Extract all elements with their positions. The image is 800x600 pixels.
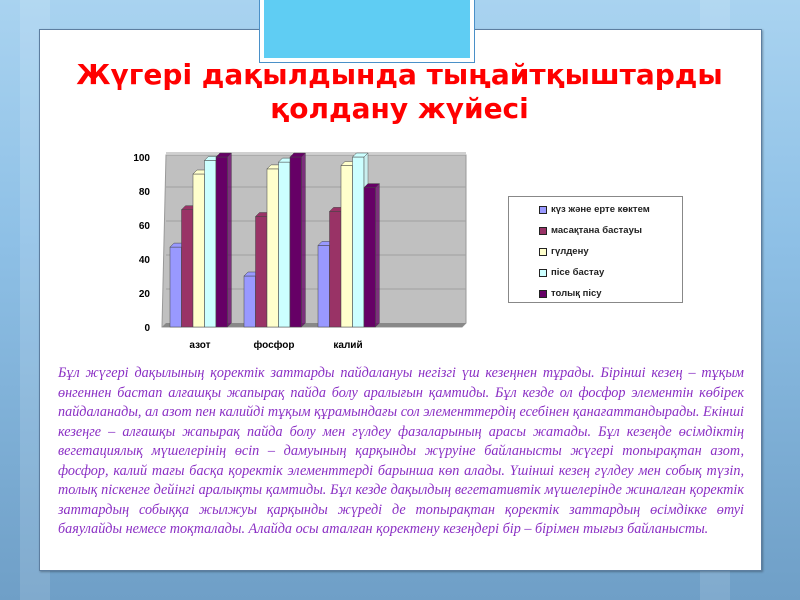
legend-label: пісе бастау	[551, 267, 605, 278]
bar	[204, 160, 217, 328]
legend-label: гүлдену	[551, 246, 589, 257]
bar-side	[301, 152, 306, 328]
bar	[317, 245, 330, 328]
bar	[363, 187, 376, 328]
bar	[169, 246, 182, 328]
legend-item: масақтана бастауы	[539, 225, 642, 236]
bar	[329, 211, 342, 328]
bar	[255, 216, 268, 328]
bar	[289, 156, 302, 328]
bar-side	[375, 182, 380, 328]
legend-item: күз және ерте көктем	[539, 204, 650, 215]
plot-floor	[162, 323, 466, 327]
bar	[181, 209, 194, 328]
bar	[243, 275, 256, 328]
y-tick-label: 100	[133, 153, 150, 164]
bar	[266, 168, 279, 328]
legend-swatch	[539, 226, 547, 235]
x-tick-label: азот	[189, 340, 210, 351]
bar	[352, 156, 365, 328]
bar	[278, 161, 291, 328]
bar-side	[227, 152, 232, 328]
legend-label: күз және ерте көктем	[551, 204, 650, 215]
legend-item: пісе бастау	[539, 267, 604, 278]
legend-swatch	[539, 268, 547, 277]
legend-item: толық пісу	[539, 288, 602, 299]
y-tick-label: 40	[139, 255, 151, 266]
legend-swatch	[539, 289, 547, 298]
x-tick-label: калий	[333, 340, 362, 351]
accent-rectangle	[259, 0, 475, 63]
bar-chart: 0 20 40 60 80 100 азот фосфор калий	[133, 152, 467, 351]
legend-item: гүлдену	[539, 246, 589, 257]
y-tick-label: 60	[139, 221, 151, 232]
chart-legend: күз және ерте көктем масақтана бастауы гүл…	[508, 196, 683, 303]
legend-swatch	[539, 205, 547, 214]
y-tick-label: 20	[139, 289, 151, 300]
y-tick-label: 80	[139, 187, 151, 198]
bar	[340, 165, 353, 328]
x-tick-label: фосфор	[254, 339, 295, 351]
bar	[192, 173, 205, 328]
legend-label: масақтана бастауы	[551, 225, 642, 236]
y-tick-label: 0	[144, 323, 150, 334]
slide-title: Жүгері дақылдында тыңайтқыштарды қолдану…	[76, 58, 723, 125]
legend-label: толық пісу	[551, 288, 602, 299]
bar	[215, 156, 228, 328]
legend-swatch	[539, 247, 547, 256]
body-paragraph: Бұл жүгері дақылының қоректік заттарды п…	[58, 365, 744, 537]
